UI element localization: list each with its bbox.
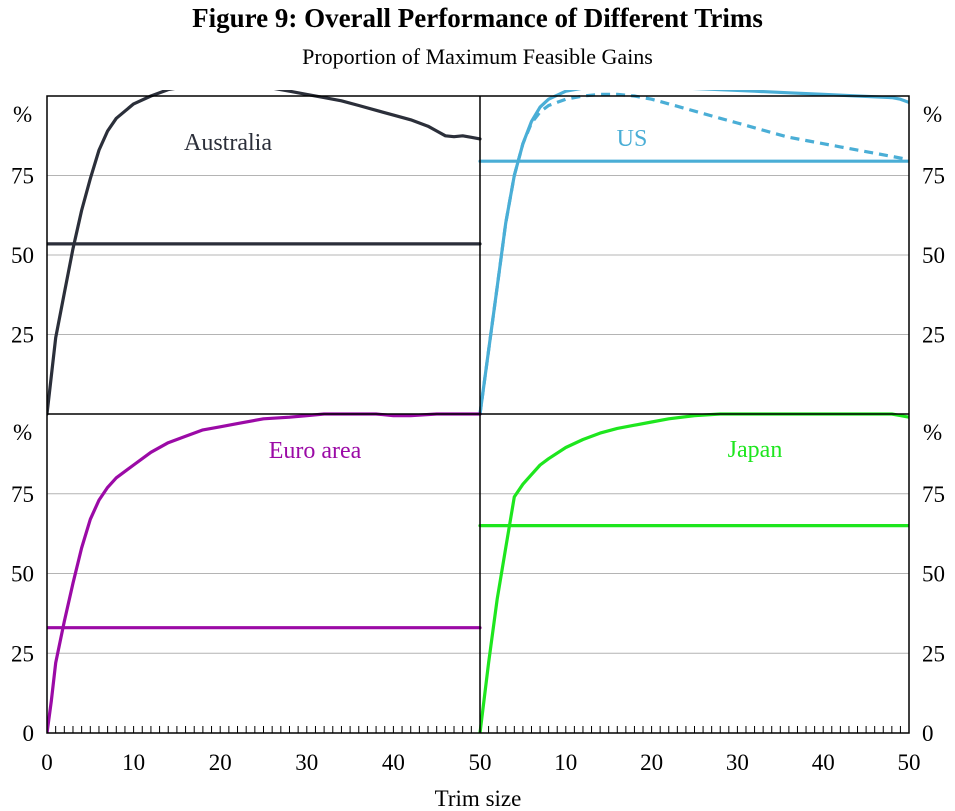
- unit-label-left: %: [13, 420, 32, 445]
- panel-us: [478, 90, 909, 416]
- y-tick-label-right: 0: [922, 721, 934, 746]
- x-tick-label: 30: [295, 750, 318, 775]
- panel-euro-area: [47, 412, 482, 733]
- x-tick-label: 0: [41, 750, 53, 775]
- series-line-1: [47, 412, 482, 733]
- y-tick-label-right: 50: [922, 562, 945, 587]
- x-tick-label: 30: [726, 750, 749, 775]
- y-tick-label-right: 75: [922, 482, 945, 507]
- y-tick-label-left: 25: [11, 323, 34, 348]
- unit-label-right: %: [923, 420, 942, 445]
- chart-subtitle: Proportion of Maximum Feasible Gains: [302, 44, 653, 69]
- unit-label-right: %: [923, 102, 942, 127]
- x-tick-label: 50: [898, 750, 921, 775]
- x-tick-label: 40: [812, 750, 835, 775]
- y-tick-label-left: 75: [11, 164, 34, 189]
- x-tick-label: 20: [640, 750, 663, 775]
- x-tick-label: 20: [209, 750, 232, 775]
- panel-label-japan: Japan: [728, 437, 783, 463]
- series-layer: [47, 90, 909, 733]
- x-tick-label: 10: [554, 750, 577, 775]
- y-tick-label-left: 50: [11, 562, 34, 587]
- gridlines: [47, 175, 909, 654]
- series-line-1: [478, 90, 909, 416]
- y-tick-label-right: 50: [922, 243, 945, 268]
- y-tick-label-right: 25: [922, 641, 945, 666]
- y-tick-label-left: 0: [23, 721, 35, 746]
- panel-label-us: US: [617, 126, 648, 152]
- y-tick-label-left: 75: [11, 482, 34, 507]
- y-tick-label-right: 25: [922, 323, 945, 348]
- panel-label-australia: Australia: [184, 130, 272, 156]
- panel-label-euro-area: Euro area: [269, 438, 362, 464]
- chart-title: Figure 9: Overall Performance of Differe…: [192, 3, 763, 33]
- panel-australia: [47, 90, 482, 416]
- x-tick-label: 40: [382, 750, 405, 775]
- y-tick-label-right: 75: [922, 164, 945, 189]
- x-tick-label: 10: [122, 750, 145, 775]
- y-tick-label-left: 50: [11, 243, 34, 268]
- plot-frame: [46, 95, 910, 734]
- y-tick-label-left: 25: [11, 641, 34, 666]
- series-line-2: [478, 92, 909, 415]
- series-line-1: [47, 90, 482, 416]
- x-tick-label: 50: [469, 750, 492, 775]
- x-axis-label: Trim size: [435, 786, 522, 811]
- unit-label-left: %: [13, 102, 32, 127]
